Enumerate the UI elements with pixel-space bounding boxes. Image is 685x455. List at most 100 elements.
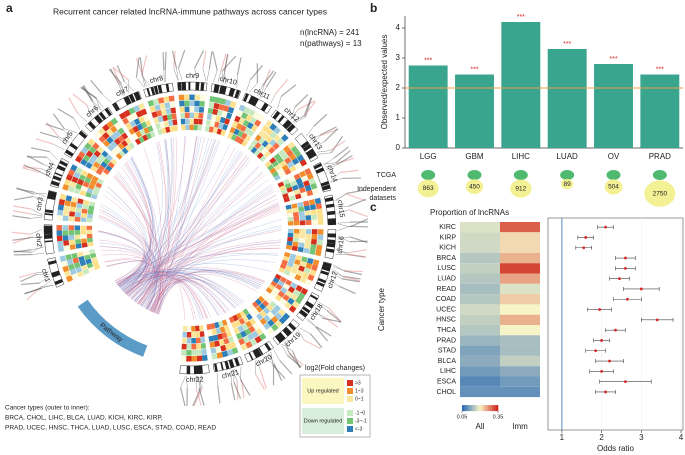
gene-leader bbox=[331, 270, 343, 277]
heat-cell bbox=[259, 317, 267, 326]
heat-cell bbox=[265, 135, 273, 144]
band bbox=[283, 327, 292, 335]
point bbox=[604, 390, 607, 394]
band bbox=[183, 82, 187, 91]
gene-label-stub bbox=[236, 57, 242, 76]
heat-cell bbox=[255, 305, 263, 313]
heat-cell bbox=[110, 125, 118, 133]
gene-label-stub bbox=[90, 79, 103, 95]
heat-cell bbox=[106, 136, 114, 144]
heat-cell bbox=[286, 240, 293, 246]
heat-cell bbox=[87, 138, 96, 146]
link bbox=[124, 275, 201, 320]
link bbox=[125, 263, 272, 294]
gene-label-stub bbox=[342, 177, 361, 180]
heat-cell bbox=[85, 191, 92, 198]
heat-cell bbox=[157, 97, 165, 104]
heat-cell bbox=[307, 274, 315, 282]
gene-label-stub bbox=[208, 51, 213, 70]
heat-cell bbox=[237, 130, 244, 138]
heat-cell bbox=[95, 182, 103, 189]
band bbox=[262, 103, 269, 112]
heat-cell bbox=[163, 120, 170, 128]
x-axis-label: Odds ratio bbox=[597, 444, 634, 453]
heat-cell bbox=[244, 134, 252, 142]
gene-leader bbox=[273, 349, 280, 361]
band bbox=[250, 96, 257, 106]
heat-cell bbox=[103, 157, 111, 165]
heat-cell bbox=[268, 283, 275, 291]
heat-cell bbox=[135, 130, 142, 138]
heat-cell bbox=[280, 134, 289, 142]
band bbox=[165, 83, 170, 92]
band bbox=[193, 365, 197, 374]
x-tick-label: 3 bbox=[639, 433, 644, 442]
heat-cell bbox=[315, 249, 322, 257]
tcga-label: TCGA bbox=[377, 172, 397, 179]
gene-leader bbox=[324, 163, 337, 168]
chromosome-label: chr21 bbox=[221, 369, 240, 380]
link bbox=[141, 241, 281, 307]
gene-leader bbox=[317, 303, 328, 311]
heat-cell bbox=[98, 153, 106, 161]
point bbox=[582, 246, 586, 250]
heat-cell bbox=[191, 325, 196, 332]
heat-cell bbox=[316, 244, 323, 251]
gene-label-stub bbox=[348, 209, 368, 218]
heat-cell bbox=[295, 254, 302, 261]
heat-cell bbox=[145, 132, 152, 140]
heat-cell bbox=[285, 244, 292, 250]
gene-leader bbox=[337, 236, 350, 242]
heat-cell bbox=[118, 150, 126, 157]
heat-cell bbox=[215, 346, 222, 353]
heat-cell bbox=[88, 266, 95, 273]
gene-leader bbox=[284, 341, 290, 354]
heat-cell bbox=[290, 267, 298, 275]
heat-cell bbox=[284, 157, 292, 165]
gene-label-stub bbox=[303, 339, 322, 350]
heat-cell bbox=[91, 256, 98, 263]
heat-cell bbox=[223, 105, 230, 112]
colorbar-step bbox=[480, 405, 483, 412]
heat-cell bbox=[186, 331, 192, 338]
heat-cell bbox=[460, 386, 500, 398]
heat-cell bbox=[209, 341, 216, 348]
colorbar-step bbox=[464, 405, 467, 412]
heat-cell bbox=[316, 208, 323, 215]
band bbox=[286, 124, 296, 133]
heat-cell bbox=[76, 202, 83, 209]
heat-cell bbox=[287, 221, 294, 226]
gene-leader bbox=[311, 312, 324, 317]
heat-cell bbox=[262, 299, 270, 307]
heat-cell bbox=[193, 118, 199, 125]
gene-leader bbox=[309, 134, 321, 141]
gene-label-stub bbox=[112, 67, 130, 81]
heat-cell bbox=[71, 252, 78, 259]
heat-cell bbox=[273, 153, 281, 161]
link bbox=[121, 136, 202, 291]
heat-cell bbox=[169, 101, 176, 108]
gene-label-stub bbox=[233, 381, 242, 399]
gene-label-stub bbox=[12, 210, 31, 215]
heat-cell bbox=[282, 312, 291, 321]
heat-cell bbox=[124, 137, 132, 145]
heat-cell bbox=[264, 160, 272, 168]
band bbox=[98, 111, 107, 121]
heat-cell bbox=[258, 137, 266, 145]
heat-cell bbox=[78, 174, 86, 182]
colorbar-step bbox=[484, 405, 487, 412]
heat-cell bbox=[256, 152, 264, 160]
heat-cell bbox=[269, 123, 277, 131]
heat-cell bbox=[85, 150, 94, 158]
heat-cell bbox=[285, 279, 293, 287]
heat-cell bbox=[234, 319, 242, 327]
gene-leader bbox=[87, 105, 92, 118]
heat-cell bbox=[265, 287, 273, 294]
heat-cell bbox=[196, 355, 203, 362]
heat-cell bbox=[149, 131, 156, 138]
bar bbox=[501, 22, 541, 148]
heat-cell bbox=[251, 330, 259, 339]
gene-label-stub bbox=[341, 278, 360, 283]
heat-cell bbox=[460, 263, 500, 274]
link bbox=[128, 159, 157, 303]
